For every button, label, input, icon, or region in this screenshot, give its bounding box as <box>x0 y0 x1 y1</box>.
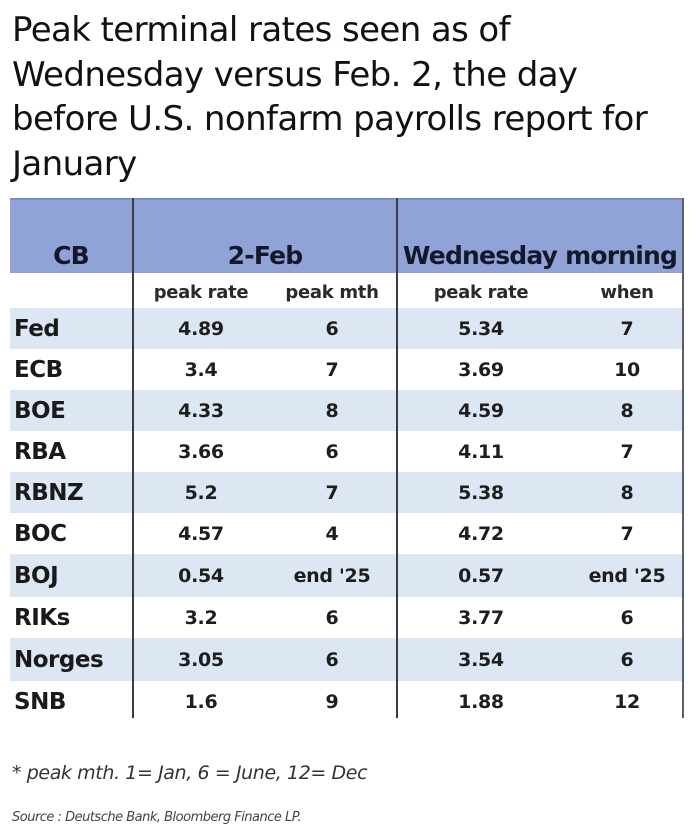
row-cb: RBA <box>14 438 66 465</box>
column-divider-groups <box>396 198 398 718</box>
row-feb-mth: 8 <box>325 399 339 422</box>
row-cb: BOJ <box>14 562 59 589</box>
row-feb-rate: 4.33 <box>178 399 224 422</box>
table-row: RBNZ 5.2 7 5.38 8 <box>10 472 684 513</box>
row-cb: Fed <box>14 315 60 342</box>
source-note: Source : Deutsche Bank, Bloomberg Financ… <box>12 810 301 825</box>
row-feb-mth: end '25 <box>293 564 371 587</box>
row-wed-when: 6 <box>620 648 634 671</box>
table-top-border <box>10 198 684 200</box>
table-right-border <box>682 198 684 718</box>
row-wed-rate: 5.34 <box>458 317 504 340</box>
row-wed-when: 7 <box>620 317 634 340</box>
row-feb-mth: 4 <box>325 522 339 545</box>
table-row: BOC 4.57 4 4.72 7 <box>10 513 684 554</box>
table-row: Fed 4.89 6 5.34 7 <box>10 308 684 349</box>
table-row: BOJ 0.54 end '25 0.57 end '25 <box>10 554 684 597</box>
row-feb-mth: 9 <box>325 690 339 713</box>
row-wed-rate: 0.57 <box>458 564 504 587</box>
subheader-wed-when: when <box>600 281 654 303</box>
row-feb-mth: 7 <box>325 481 339 504</box>
footnote: * peak mth. 1= Jan, 6 = June, 12= Dec <box>12 762 368 784</box>
row-wed-rate: 4.11 <box>458 440 504 463</box>
subheader-feb-peak-mth: peak mth <box>285 281 379 303</box>
row-feb-mth: 7 <box>325 358 339 381</box>
table-row: BOE 4.33 8 4.59 8 <box>10 390 684 431</box>
row-wed-when: 12 <box>614 690 640 713</box>
row-cb: SNB <box>14 688 66 715</box>
row-cb: Norges <box>14 646 104 673</box>
table-row: SNB 1.6 9 1.88 12 <box>10 681 684 722</box>
row-wed-rate: 1.88 <box>458 690 504 713</box>
column-divider-cb <box>132 198 134 718</box>
chart-title: Peak terminal rates seen as of Wednesday… <box>12 10 648 184</box>
table-row: ECB 3.4 7 3.69 10 <box>10 349 684 390</box>
row-wed-when: 8 <box>620 481 634 504</box>
row-wed-rate: 4.59 <box>458 399 504 422</box>
row-feb-rate: 1.6 <box>184 690 218 713</box>
table-row: RIKs 3.2 6 3.77 6 <box>10 597 684 638</box>
row-wed-when: 8 <box>620 399 634 422</box>
row-feb-rate: 5.2 <box>184 481 218 504</box>
header-2feb: 2-Feb <box>227 240 303 270</box>
row-wed-when: end '25 <box>588 564 666 587</box>
row-feb-rate: 4.57 <box>178 522 224 545</box>
row-feb-mth: 6 <box>325 648 339 671</box>
row-wed-when: 10 <box>614 358 640 381</box>
row-wed-rate: 3.77 <box>458 606 504 629</box>
row-cb: ECB <box>14 356 63 383</box>
row-wed-rate: 3.69 <box>458 358 504 381</box>
row-feb-rate: 0.54 <box>178 564 224 587</box>
row-wed-when: 7 <box>620 440 634 463</box>
row-feb-rate: 4.89 <box>178 317 224 340</box>
subheader-wed-peak-rate: peak rate <box>433 281 529 303</box>
table-row: RBA 3.66 6 4.11 7 <box>10 431 684 472</box>
row-cb: RBNZ <box>14 479 84 506</box>
row-feb-mth: 6 <box>325 317 339 340</box>
row-wed-when: 6 <box>620 606 634 629</box>
header-wednesday-morning: Wednesday morning <box>402 240 678 270</box>
row-wed-when: 7 <box>620 522 634 545</box>
row-feb-mth: 6 <box>325 440 339 463</box>
table-header-band <box>10 199 684 273</box>
subheader-feb-peak-rate: peak rate <box>153 281 249 303</box>
row-wed-rate: 3.54 <box>458 648 504 671</box>
row-cb: RIKs <box>14 604 70 631</box>
row-feb-rate: 3.05 <box>178 648 224 671</box>
row-feb-rate: 3.66 <box>178 440 224 463</box>
row-feb-rate: 3.4 <box>184 358 218 381</box>
header-cb: CB <box>53 240 90 270</box>
table-row: Norges 3.05 6 3.54 6 <box>10 638 684 681</box>
row-cb: BOC <box>14 520 67 547</box>
row-feb-rate: 3.2 <box>184 606 218 629</box>
row-cb: BOE <box>14 397 66 424</box>
row-wed-rate: 5.38 <box>458 481 504 504</box>
rates-table: CB 2-Feb Wednesday morning peak rate pea… <box>10 198 684 720</box>
row-feb-mth: 6 <box>325 606 339 629</box>
row-wed-rate: 4.72 <box>458 522 504 545</box>
